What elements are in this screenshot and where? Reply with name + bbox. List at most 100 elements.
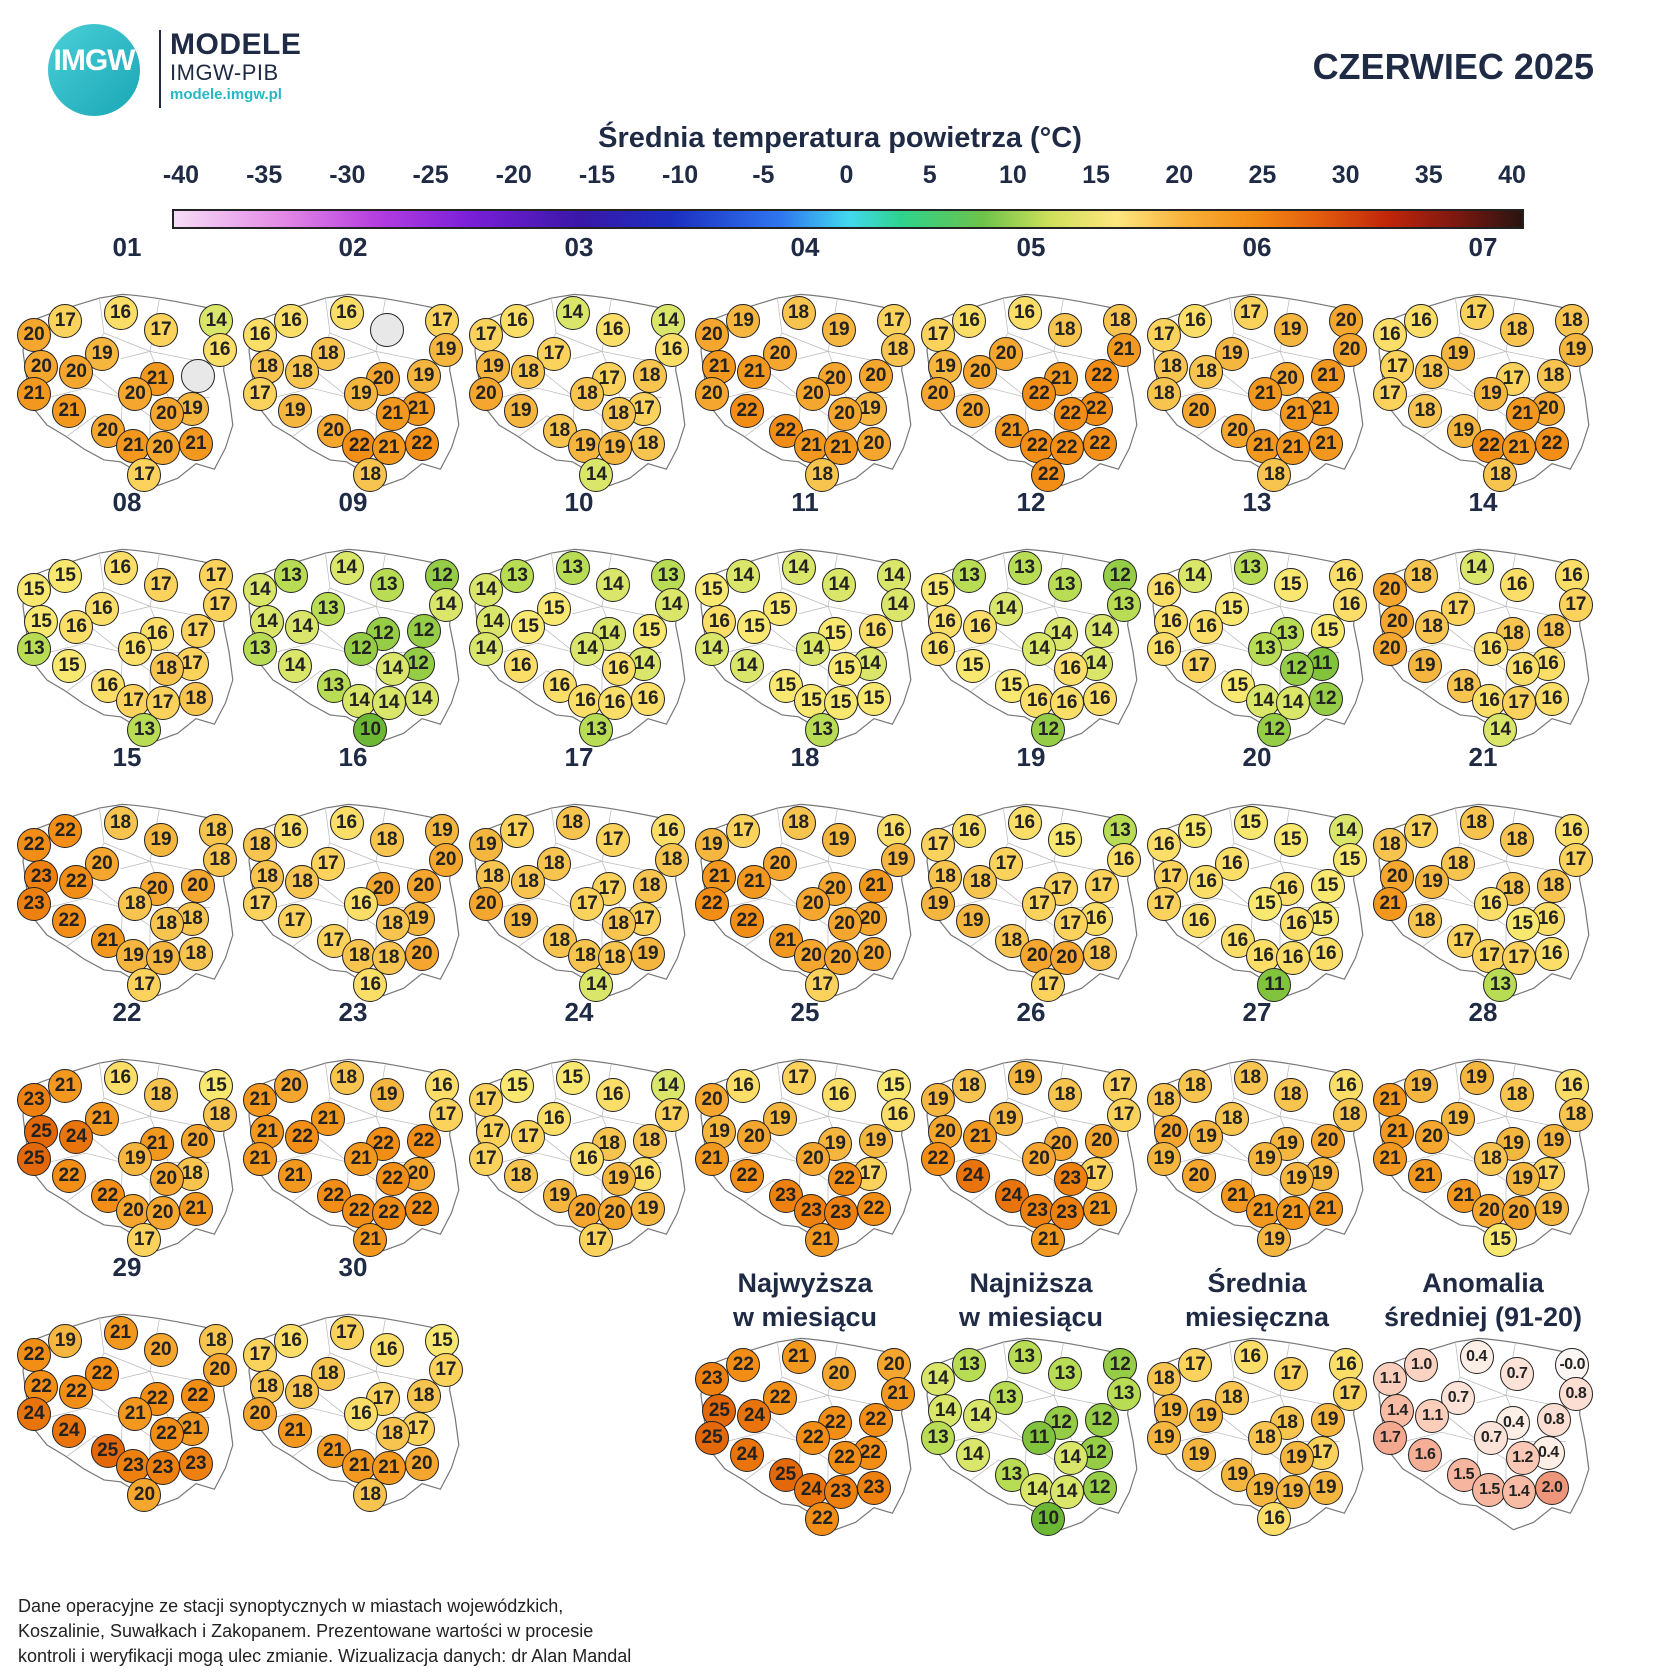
station-marker: 17 bbox=[921, 318, 956, 353]
station-marker: 12 bbox=[1031, 713, 1066, 748]
station-marker: 12 bbox=[1084, 1402, 1119, 1437]
station-marker: 22 bbox=[405, 426, 439, 461]
station-marker: 18 bbox=[175, 1156, 210, 1191]
station-marker: 19 bbox=[858, 1123, 893, 1158]
station-marker: 17 bbox=[592, 362, 627, 397]
station-marker: 20 bbox=[406, 868, 441, 903]
colorbar-tick-label: -15 bbox=[578, 161, 615, 189]
station-marker: 18 bbox=[149, 652, 184, 687]
station-marker: 19 bbox=[1404, 1068, 1439, 1103]
poland-map: 14 13 15 16 16 15 16 16 16 15 13 16 13 11 17 12 15 14 14 12… bbox=[1142, 513, 1372, 748]
station-marker: 22 bbox=[695, 887, 730, 922]
station-marker: 16 bbox=[118, 632, 153, 667]
station-marker: 14 bbox=[375, 652, 410, 687]
station-marker: 12 bbox=[1103, 558, 1138, 593]
station-marker: 19 bbox=[504, 393, 539, 428]
station-marker: 22 bbox=[805, 1502, 840, 1537]
station-marker: 16 bbox=[1329, 1347, 1364, 1382]
station-marker: 19 bbox=[822, 822, 857, 857]
station-marker: 18 bbox=[375, 907, 410, 942]
station-marker: 17 bbox=[726, 813, 761, 848]
station-marker: 15 bbox=[956, 648, 991, 683]
station-marker: 13 bbox=[1483, 968, 1518, 1003]
station-marker: 13 bbox=[127, 713, 162, 748]
station-marker: 16 bbox=[1500, 567, 1535, 602]
poland-map: 16 17 16 15 17 18 17 18 18 18 17 20 16 17 21 18 21 21 21 20… bbox=[238, 1278, 468, 1513]
station-marker: 20 bbox=[274, 1068, 309, 1103]
station-marker: 22 bbox=[85, 1356, 120, 1391]
station-marker: 19 bbox=[406, 358, 441, 393]
station-marker: 13 bbox=[952, 558, 987, 593]
station-marker: 16 bbox=[1220, 923, 1255, 958]
station-marker: 16 bbox=[1147, 828, 1182, 863]
station-marker: 19 bbox=[1496, 1127, 1531, 1162]
station-marker: 17 bbox=[579, 1223, 614, 1258]
station-marker: 18 bbox=[285, 355, 320, 390]
map-panel-day-26: 26 18 19 18 17 19 19 17 20 21 20 20 22 20 17 24 23 24 23 23… bbox=[916, 997, 1146, 1258]
station-marker: 17 bbox=[500, 813, 535, 848]
poland-map: 1.0 0.4 0.7 -0.0 1.1 0.7 0.8 1.4 1.1 0.8 0.4 1.7 0.7… bbox=[1368, 1302, 1598, 1531]
station-marker: 21 bbox=[1279, 397, 1314, 432]
station-marker: 18 bbox=[202, 843, 237, 877]
station-marker: 19 bbox=[1446, 413, 1481, 448]
station-marker: 17 bbox=[1147, 318, 1182, 353]
station-marker: 20 bbox=[401, 1156, 436, 1191]
station-marker: 21 bbox=[179, 1191, 213, 1226]
imgw-logo-circle: IMGW bbox=[48, 24, 140, 116]
station-marker: 13 bbox=[1007, 551, 1042, 586]
poland-map: 22 18 19 18 22 20 18 23 22 20 20 23 18 18 22 18 21 19 19 18… bbox=[12, 768, 242, 1003]
station-marker: 12 bbox=[425, 558, 460, 593]
station-marker: 14 bbox=[329, 551, 364, 586]
station-marker: 20 bbox=[1182, 1158, 1217, 1193]
station-marker: 18 bbox=[371, 940, 406, 975]
summary-title-line: Najwyższa bbox=[737, 1268, 873, 1298]
station-marker: 1.4 bbox=[1501, 1474, 1536, 1509]
poland-map: 15 15 16 14 17 16 17 17 17 18 18 17 16 16 18 19 19 20 20 19… bbox=[464, 1023, 694, 1258]
station-marker: 20 bbox=[796, 887, 831, 922]
station-marker: 17 bbox=[1441, 591, 1476, 626]
station-marker: 12 bbox=[344, 632, 379, 667]
station-marker: 22 bbox=[406, 1123, 441, 1158]
station-marker: 21 bbox=[794, 428, 829, 463]
map-panel-summary-1: Najniższa w miesiącu 13 13 13 12 14 13 13 14 14 12 1… bbox=[916, 1268, 1146, 1537]
station-marker: 14 bbox=[1020, 1472, 1055, 1507]
station-marker: 19 bbox=[144, 822, 179, 857]
station-marker: 13 bbox=[1103, 813, 1138, 848]
station-marker: 18 bbox=[1248, 1421, 1283, 1456]
station-marker: 17 bbox=[511, 1120, 546, 1155]
station-marker: 18 bbox=[1257, 458, 1292, 493]
map-panel-day-20: 20 15 15 15 14 16 16 15 17 16 15 16 17 15 15 16 16 16 16 16… bbox=[1142, 742, 1372, 1003]
day-label: 07 bbox=[1468, 232, 1498, 262]
station-marker: 17 bbox=[1053, 907, 1088, 942]
station-marker: 20 bbox=[1084, 1123, 1119, 1158]
day-label: 21 bbox=[1468, 742, 1498, 772]
station-marker: 14 bbox=[469, 632, 504, 667]
station-marker: 13 bbox=[274, 558, 309, 593]
station-marker: 13 bbox=[370, 567, 405, 602]
poland-map: 17 18 19 16 19 20 19 21 21 21 20 22 20 20 22 20 21 20 20 20… bbox=[690, 768, 920, 1003]
station-marker: 22 bbox=[827, 1441, 862, 1476]
station-marker: 17 bbox=[781, 1061, 816, 1096]
station-marker: 18 bbox=[1189, 355, 1224, 390]
station-marker: 18 bbox=[199, 1323, 234, 1358]
day-label: 24 bbox=[564, 997, 594, 1027]
station-marker: 16 bbox=[654, 333, 689, 367]
station-marker: 17 bbox=[316, 923, 351, 958]
station-marker: 20 bbox=[405, 936, 439, 971]
station-marker: 17 bbox=[1558, 843, 1593, 877]
summary-title-line: miesięczna bbox=[1184, 1302, 1330, 1332]
station-marker: 20 bbox=[1020, 938, 1055, 973]
footnote-line: Koszalinie, Suwałkach i Zakopanem. Preze… bbox=[18, 1621, 594, 1641]
station-marker: 21 bbox=[48, 1068, 83, 1103]
poland-map: 18 18 18 16 18 18 18 20 19 20 19 19 19 19 20 19 21 21 21 21… bbox=[1142, 1023, 1372, 1258]
station-marker: 20 bbox=[695, 1083, 730, 1118]
station-marker: 14 bbox=[1178, 558, 1213, 593]
station-marker: 1.1 bbox=[1373, 1362, 1408, 1397]
station-marker: 22 bbox=[1084, 358, 1119, 393]
station-marker: 17 bbox=[428, 1353, 463, 1387]
station-marker: 20 bbox=[1501, 1195, 1536, 1230]
station-marker: 22 bbox=[1083, 426, 1117, 461]
map-panel-day-30: 30 16 17 16 15 17 18 17 18 18 18 17 20 16 17 21 18 21 21 21… bbox=[238, 1252, 468, 1513]
station-marker: 20 bbox=[243, 1397, 278, 1432]
station-marker: 21 bbox=[1083, 1191, 1117, 1226]
